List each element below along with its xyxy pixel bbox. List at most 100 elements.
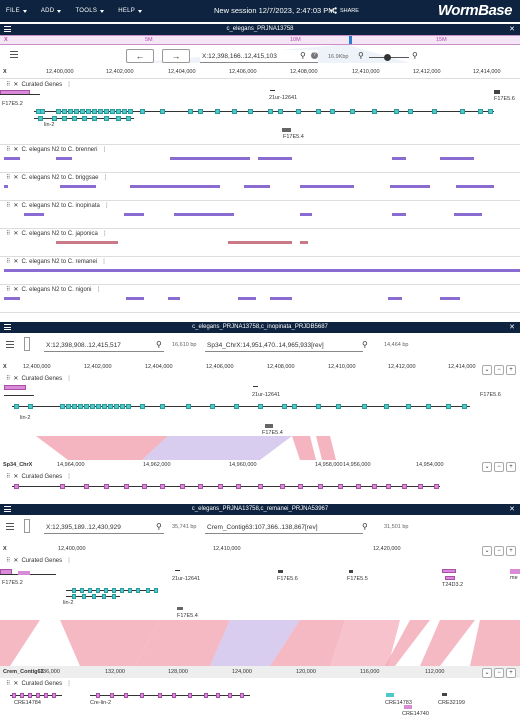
track-menu-icon[interactable]: ⋮ — [66, 681, 73, 687]
zoom-in-icon[interactable]: + — [506, 462, 516, 472]
chevron-down-icon[interactable]: ⌄ — [482, 668, 492, 678]
view-menu-icon[interactable] — [4, 506, 11, 513]
synteny-block[interactable] — [456, 185, 494, 188]
gene-feature[interactable] — [18, 571, 30, 575]
zoom-in-icon[interactable]: + — [506, 668, 516, 678]
synteny-block[interactable] — [228, 241, 292, 244]
gene-feature[interactable] — [442, 569, 456, 573]
close-track-icon[interactable]: ✕ — [13, 681, 19, 687]
drag-handle-icon[interactable]: ⠿ — [6, 147, 11, 153]
gene-feature-lin-2[interactable] — [12, 406, 470, 407]
chevron-down-icon[interactable]: ⌄ — [482, 546, 492, 556]
synteny-block[interactable] — [440, 297, 460, 300]
close-track-icon[interactable]: ✕ — [13, 474, 19, 480]
help-icon[interactable]: ? — [311, 52, 318, 59]
location-input-1[interactable]: X:12,395,189..12,430,929 — [44, 521, 164, 534]
gene-feature[interactable] — [265, 424, 273, 428]
track-label-curated-genes[interactable]: ⠿ ✕ Curated Genes ⋮ — [3, 81, 76, 90]
close-track-icon[interactable]: ✕ — [13, 175, 19, 181]
zoom-in-icon[interactable]: + — [506, 365, 516, 375]
drag-handle-icon[interactable]: ⠿ — [6, 175, 11, 181]
drag-handle-icon[interactable]: ⠿ — [6, 681, 11, 687]
synteny-block[interactable] — [270, 297, 292, 300]
synteny-block[interactable] — [388, 297, 402, 300]
gene-feature[interactable] — [445, 576, 455, 580]
synteny-block[interactable] — [168, 297, 180, 300]
location-input[interactable]: X:12,398,166..12,415,103 — [200, 50, 318, 63]
track-label-synteny[interactable]: ⠿ ✕ C. elegans N2 to C. remanei ⋮ — [3, 258, 111, 267]
synteny-block[interactable] — [454, 213, 482, 216]
gene-feature[interactable] — [510, 569, 520, 574]
gene-feature[interactable] — [177, 607, 183, 610]
track-menu-icon[interactable]: ⋮ — [66, 376, 73, 382]
pan-left-button[interactable]: ← — [126, 49, 154, 63]
location-input-1[interactable]: X:12,398,908..12,415,517 — [44, 339, 164, 352]
track-menu-icon[interactable]: ⋮ — [101, 147, 108, 153]
search-icon[interactable]: ⚲ — [156, 340, 162, 349]
view-menu-icon[interactable] — [4, 26, 11, 33]
close-track-icon[interactable]: ✕ — [13, 287, 19, 293]
drag-handle-icon[interactable]: ⠿ — [6, 231, 11, 237]
drag-handle-icon[interactable]: ⠿ — [6, 82, 11, 88]
overview-bar[interactable]: X 5M 10M 15M — [0, 35, 520, 45]
synteny-block[interactable] — [24, 213, 44, 216]
gene-feature[interactable] — [4, 385, 26, 390]
gene-feature[interactable] — [253, 386, 258, 387]
synteny-block[interactable] — [238, 297, 256, 300]
zoom-out-icon[interactable]: − — [494, 365, 504, 375]
track-label-synteny[interactable]: ⠿ ✕ C. elegans N2 to C. briggsae ⋮ — [3, 174, 112, 183]
sync-toggle[interactable] — [24, 519, 30, 533]
gene-feature[interactable] — [270, 90, 275, 91]
chevron-down-icon[interactable]: ⌄ — [482, 365, 492, 375]
gene-feature[interactable] — [175, 570, 180, 571]
close-track-icon[interactable]: ✕ — [13, 82, 19, 88]
location-input-2[interactable]: Sp34_ChrX:14,951,470..14,965,933[rev] — [205, 339, 363, 352]
gene-feature[interactable] — [90, 695, 250, 696]
sync-toggle[interactable] — [24, 337, 30, 351]
search-icon[interactable]: ⚲ — [300, 51, 306, 60]
track-label-synteny[interactable]: ⠿ ✕ C. elegans N2 to C. inopinata ⋮ — [3, 202, 113, 211]
track-menu-icon[interactable]: ⋮ — [66, 474, 73, 480]
close-track-icon[interactable]: ✕ — [13, 147, 19, 153]
search-icon[interactable]: ⚲ — [156, 522, 162, 531]
track-menu-icon[interactable]: ⋮ — [101, 259, 108, 265]
close-track-icon[interactable]: ✕ — [13, 558, 19, 564]
track-label-curated-genes[interactable]: ⠿ ✕ Curated Genes ⋮ — [3, 680, 76, 689]
synteny-block[interactable] — [56, 157, 72, 160]
menu-tools[interactable]: TOOLS — [75, 8, 105, 14]
close-view-icon[interactable]: ✕ — [509, 26, 515, 33]
gene-feature[interactable] — [404, 705, 412, 709]
track-selector-icon[interactable] — [6, 341, 14, 348]
synteny-block[interactable] — [170, 157, 250, 160]
track-menu-icon[interactable]: ⋮ — [66, 82, 73, 88]
gene-feature[interactable] — [386, 693, 394, 697]
close-view-icon[interactable]: ✕ — [509, 324, 515, 331]
synteny-block[interactable] — [126, 297, 144, 300]
synteny-block[interactable] — [130, 185, 220, 188]
drag-handle-icon[interactable]: ⠿ — [6, 376, 11, 382]
track-label-curated-genes[interactable]: ⠿ ✕ Curated Genes ⋮ — [3, 375, 76, 384]
synteny-block[interactable] — [392, 213, 406, 216]
drag-handle-icon[interactable]: ⠿ — [6, 287, 11, 293]
drag-handle-icon[interactable]: ⠿ — [6, 474, 11, 480]
synteny-block[interactable] — [392, 157, 406, 160]
close-track-icon[interactable]: ✕ — [13, 259, 19, 265]
synteny-block[interactable] — [174, 213, 234, 216]
close-view-icon[interactable]: ✕ — [509, 506, 515, 513]
gene-feature[interactable] — [282, 128, 291, 132]
synteny-block[interactable] — [4, 157, 20, 160]
gene-feature[interactable] — [442, 693, 447, 696]
synteny-block[interactable] — [4, 297, 20, 300]
close-track-icon[interactable]: ✕ — [13, 376, 19, 382]
location-input-2[interactable]: Crem_Contig63:107,366..138,867[rev] — [205, 521, 363, 534]
track-label-synteny[interactable]: ⠿ ✕ C. elegans N2 to C. nigoni ⋮ — [3, 286, 105, 295]
synteny-block[interactable] — [390, 185, 430, 188]
menu-file[interactable]: FILE — [6, 8, 27, 14]
close-track-icon[interactable]: ✕ — [13, 203, 19, 209]
gene-feature[interactable] — [12, 486, 440, 487]
gene-feature[interactable] — [4, 395, 34, 396]
synteny-block[interactable] — [300, 241, 308, 244]
gene-feature[interactable] — [494, 90, 500, 94]
track-menu-icon[interactable]: ⋮ — [102, 175, 109, 181]
drag-handle-icon[interactable]: ⠿ — [6, 558, 11, 564]
